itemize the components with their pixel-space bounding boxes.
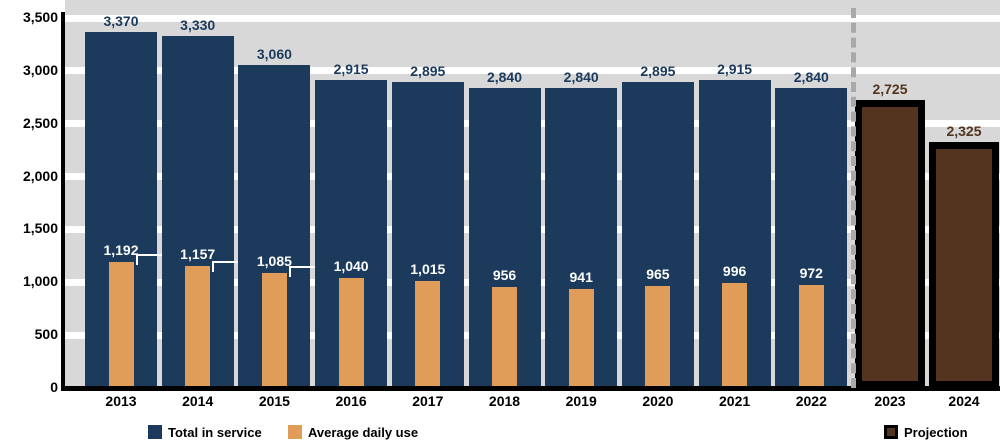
bar-total-value-label: 2,915 <box>717 60 753 77</box>
x-tick-label: 2021 <box>719 393 751 409</box>
x-tick-label: 2024 <box>948 393 980 409</box>
x-tick-label: 2014 <box>182 393 214 409</box>
bar-average <box>415 280 441 388</box>
bar-total-value-label: 2,840 <box>563 68 599 85</box>
bar-average-value-label: 996 <box>722 262 747 279</box>
y-tick-label: 2,000 <box>22 167 58 184</box>
bar-average <box>108 261 134 388</box>
legend-label-average: Average daily use <box>308 424 419 440</box>
projection-divider-line <box>851 8 857 388</box>
gridline <box>65 67 1000 75</box>
bar-average <box>568 288 594 388</box>
bar-average-value-label: 941 <box>569 268 593 285</box>
plot-area: 3,370 1,192 3,330 1,157 3,060 1,085 2,915 1,040… <box>65 0 1000 388</box>
legend-swatch-total <box>148 425 162 439</box>
x-tick-label: 2018 <box>488 393 521 409</box>
x-tick-label: 2013 <box>105 393 137 409</box>
legend-item-average: Average daily use <box>288 422 418 442</box>
x-tick-label: 2023 <box>874 393 906 409</box>
legend-swatch-projection <box>884 425 898 439</box>
bar-average <box>798 285 824 388</box>
legend-label-total: Total in service <box>168 424 262 440</box>
legend-swatch-average <box>288 425 302 439</box>
gridline <box>65 14 1000 22</box>
x-tick-label: 2017 <box>412 393 444 409</box>
label-leader-line <box>135 253 162 265</box>
x-tick-label: 2015 <box>258 393 290 409</box>
y-axis-line <box>61 12 65 391</box>
bar-average-value-label: 965 <box>646 265 670 282</box>
bar-average-value-label: 1,085 <box>256 253 292 270</box>
bar-average <box>185 265 211 388</box>
y-tick-label: 1,500 <box>22 220 58 237</box>
bar-average-value-label: 1,157 <box>180 245 216 262</box>
bar-average-value-label: 1,192 <box>103 241 139 258</box>
y-tick-label: 3,000 <box>22 61 58 78</box>
y-tick-label: 0 <box>50 379 58 395</box>
bar-average <box>492 286 517 388</box>
bar-total-value-label: 3,060 <box>256 45 292 62</box>
bar-total-value-label: 3,370 <box>103 12 139 29</box>
bar-average-value-label: 972 <box>799 265 823 282</box>
label-leader-line <box>212 261 239 273</box>
bar-projection-value-label: 2,325 <box>946 123 982 140</box>
x-tick-label: 2020 <box>642 393 674 409</box>
bar-projection-value-label: 2,725 <box>872 80 908 97</box>
y-tick-label: 1,000 <box>22 273 58 290</box>
y-tick-label: 2,500 <box>22 114 58 131</box>
legend-label-projection: Projection <box>904 424 968 440</box>
legend-item-projection: Projection <box>884 422 968 442</box>
bar-average <box>645 285 671 388</box>
y-tick-label: 3,500 <box>22 9 58 25</box>
x-tick-label: 2016 <box>335 393 367 409</box>
bar-total-value-label: 2,915 <box>333 60 369 77</box>
bar-total-value-label: 2,895 <box>640 62 676 79</box>
bar-projection <box>929 142 999 388</box>
bar-average <box>261 273 287 388</box>
bar-average-value-label: 1,040 <box>333 258 369 275</box>
label-leader-line <box>289 266 316 278</box>
x-tick-label: 2022 <box>795 393 827 409</box>
legend-item-total: Total in service <box>148 422 262 442</box>
bar-total-value-label: 3,330 <box>180 16 216 33</box>
x-tick-label: 2019 <box>565 393 597 409</box>
y-tick-label: 500 <box>34 326 58 343</box>
bar-total-value-label: 2,840 <box>486 68 523 85</box>
bar-total-value-label: 2,895 <box>410 62 446 79</box>
bar-average-value-label: 1,015 <box>410 260 446 277</box>
bar-average <box>338 278 364 388</box>
bar-total-value-label: 2,840 <box>793 68 829 85</box>
x-axis-line <box>61 386 1000 391</box>
bar-projection <box>855 99 925 388</box>
bar-average <box>722 282 748 388</box>
bar-average-value-label: 956 <box>492 266 517 283</box>
